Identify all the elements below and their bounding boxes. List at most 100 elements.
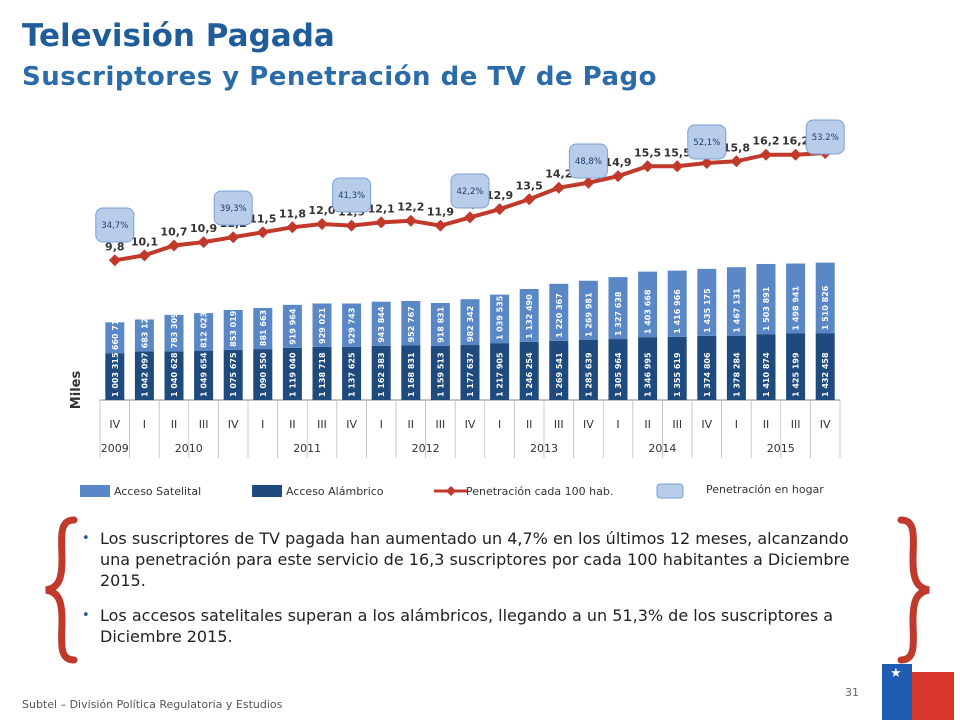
bar-label-satelital: 812 023 bbox=[200, 312, 209, 348]
bar-label-satelital: 1 467 131 bbox=[732, 288, 741, 333]
bar-label-alambrico: 1 217 905 bbox=[496, 352, 505, 397]
page-subtitle: Suscriptores y Penetración de TV de Pago bbox=[22, 62, 657, 92]
bar-satelital bbox=[371, 301, 391, 346]
x-year-label: 2012 bbox=[412, 442, 440, 455]
bar-label-satelital: 929 021 bbox=[318, 307, 327, 344]
x-year-label: 2014 bbox=[648, 442, 676, 455]
x-year-label: 2010 bbox=[175, 442, 203, 455]
bar-satelital bbox=[460, 299, 480, 346]
penetration-marker bbox=[345, 219, 358, 232]
footer-text: Subtel – División Política Regulatoria y… bbox=[22, 698, 283, 711]
bar-label-alambrico: 1 378 284 bbox=[732, 352, 741, 397]
bar-alambrico bbox=[194, 351, 214, 400]
penetration-label: 13,5 bbox=[516, 179, 543, 192]
bar-label-satelital: 1 435 175 bbox=[703, 288, 712, 333]
household-label: 34,7% bbox=[101, 221, 128, 231]
bar-label-alambrico: 1 162 383 bbox=[377, 352, 386, 397]
bar-alambrico bbox=[401, 345, 421, 400]
bar-label-satelital: 881 663 bbox=[259, 310, 268, 346]
bar-label-satelital: 853 019 bbox=[229, 310, 238, 347]
penetration-marker bbox=[375, 216, 388, 229]
bar-alambrico bbox=[549, 340, 569, 400]
x-tick-label: II bbox=[763, 418, 770, 431]
bar-alambrico bbox=[371, 345, 391, 400]
bar-satelital bbox=[697, 268, 717, 336]
bar-alambrico bbox=[430, 345, 450, 400]
bar-satelital bbox=[223, 309, 243, 350]
bar-alambrico bbox=[756, 334, 776, 400]
household-label: 52,1% bbox=[693, 138, 720, 148]
penetration-marker bbox=[612, 170, 624, 183]
bar-alambrico bbox=[608, 339, 628, 400]
penetration-marker bbox=[108, 254, 121, 267]
bar-label-alambrico: 1 090 550 bbox=[259, 352, 268, 397]
penetration-label: 10,7 bbox=[160, 225, 187, 238]
bar-label-alambrico: 1 138 718 bbox=[318, 352, 327, 397]
bullet-item: • Los suscriptores de TV pagada han aumen… bbox=[82, 529, 850, 590]
bar-alambrico bbox=[697, 335, 717, 400]
bar-satelital bbox=[756, 263, 776, 335]
penetration-marker bbox=[730, 155, 743, 168]
x-tick-label: I bbox=[261, 418, 264, 431]
bar-alambrico bbox=[786, 333, 806, 400]
bar-alambrico bbox=[312, 346, 332, 400]
legend-label-bubble: Penetración en hogar bbox=[706, 483, 824, 496]
bar-satelital bbox=[282, 304, 302, 348]
bar-label-satelital: 1 416 966 bbox=[673, 289, 682, 334]
bar-label-alambrico: 1 137 625 bbox=[348, 352, 357, 397]
bar-satelital bbox=[312, 303, 332, 347]
legend-label-alambrico: Acceso Alámbrico bbox=[286, 485, 384, 498]
penetration-label: 11,5 bbox=[249, 212, 276, 225]
bar-label-alambrico: 1 346 995 bbox=[644, 352, 653, 397]
bar-label-satelital: 683 127 bbox=[140, 312, 149, 348]
penetration-marker bbox=[582, 176, 595, 189]
household-label: 39,3% bbox=[220, 204, 247, 214]
penetration-marker bbox=[286, 221, 299, 234]
bar-satelital bbox=[105, 322, 125, 354]
x-tick-label: I bbox=[616, 418, 619, 431]
bar-label-alambrico: 1 075 675 bbox=[229, 352, 238, 397]
household-bubble bbox=[450, 173, 490, 209]
penetration-label: 11,9 bbox=[427, 206, 454, 219]
penetration-label: 14,2 bbox=[545, 168, 572, 181]
bar-alambrico bbox=[223, 349, 243, 400]
bar-label-alambrico: 1 168 831 bbox=[407, 352, 416, 397]
government-logo: ★ bbox=[882, 664, 954, 720]
penetration-marker bbox=[197, 236, 210, 249]
bar-label-alambrico: 1 269 541 bbox=[555, 352, 564, 397]
bar-label-satelital: 943 844 bbox=[377, 306, 386, 343]
household-bubble bbox=[568, 143, 608, 179]
penetration-label: 12,1 bbox=[368, 202, 395, 215]
x-tick-label: I bbox=[143, 418, 146, 431]
bar-satelital bbox=[549, 283, 569, 341]
penetration-marker bbox=[789, 148, 802, 161]
bar-alambrico bbox=[342, 346, 362, 400]
bar-alambrico bbox=[164, 351, 184, 400]
subscribers-chart: Miles 1 003 315 660 717 IV 1 042 097 683 127 I… bbox=[69, 119, 845, 499]
penetration-label: 15,5 bbox=[634, 146, 661, 159]
legend-swatch-alambrico bbox=[252, 485, 282, 497]
bar-label-satelital: 660 717 bbox=[111, 314, 120, 350]
bar-satelital bbox=[815, 262, 835, 334]
bar-label-alambrico: 1 410 874 bbox=[762, 352, 771, 397]
bullet-text: Los accesos satelitales superan a los al… bbox=[100, 606, 834, 646]
bar-label-alambrico: 1 042 097 bbox=[140, 352, 149, 397]
bar-label-alambrico: 1 432 458 bbox=[821, 352, 830, 397]
bar-label-satelital: 919 964 bbox=[288, 308, 297, 345]
penetration-marker bbox=[760, 148, 772, 161]
y-axis-label: Miles bbox=[69, 371, 84, 410]
bullet-list: • Los suscriptores de TV pagada han aumen… bbox=[82, 528, 882, 661]
penetration-marker bbox=[464, 211, 476, 224]
bar-alambrico bbox=[105, 353, 125, 400]
household-label: 53.2% bbox=[812, 133, 839, 143]
penetration-marker bbox=[434, 219, 447, 232]
household-bubble bbox=[95, 207, 135, 243]
page-title: Televisión Pagada bbox=[22, 18, 335, 54]
penetration-label: 10,1 bbox=[131, 235, 158, 248]
bar-satelital bbox=[194, 313, 214, 352]
bar-alambrico bbox=[134, 351, 154, 400]
x-tick-label: III bbox=[436, 418, 446, 431]
bar-label-satelital: 929 743 bbox=[348, 308, 357, 344]
penetration-marker bbox=[493, 203, 506, 216]
x-tick-label: II bbox=[171, 418, 178, 431]
